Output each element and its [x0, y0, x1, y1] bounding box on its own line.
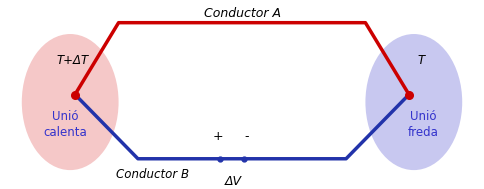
Text: T+ΔT: T+ΔT: [57, 54, 89, 67]
Text: ΔV: ΔV: [225, 175, 242, 188]
Ellipse shape: [365, 34, 462, 170]
Ellipse shape: [22, 34, 119, 170]
Text: -: -: [244, 130, 249, 143]
Text: Unió
calenta: Unió calenta: [44, 110, 87, 139]
Text: Conductor B: Conductor B: [116, 168, 189, 181]
Text: T: T: [418, 54, 424, 67]
Text: +: +: [212, 130, 223, 143]
Text: Conductor A: Conductor A: [203, 7, 281, 20]
Text: Unió
freda: Unió freda: [408, 110, 439, 139]
